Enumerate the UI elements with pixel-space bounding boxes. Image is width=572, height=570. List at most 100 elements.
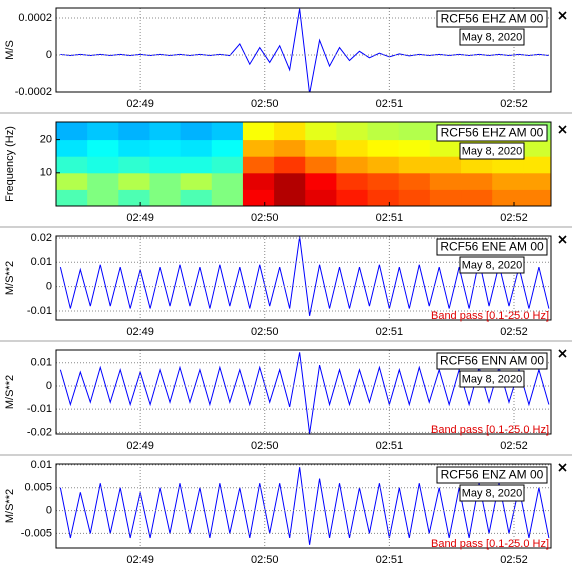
station-label: RCF56 ENZ AM 00: [441, 468, 544, 482]
filter-label: Band pass [0.1-25.0 Hz]: [431, 424, 549, 436]
spectrogram-cell: [305, 139, 337, 157]
plot-content: [59, 352, 550, 434]
y-axis-label: M/S**2: [4, 375, 16, 409]
x-tick-label: 02:49: [126, 98, 154, 110]
spectrogram-cell: [461, 189, 493, 206]
y-tick-label: 0.005: [24, 482, 52, 494]
spectrogram-cell: [118, 156, 150, 174]
spectrogram-cell: [336, 122, 369, 141]
spectrogram-cell: [492, 189, 524, 206]
y-tick-label: 0: [46, 49, 52, 61]
x-tick-label: 02:50: [251, 554, 279, 566]
spectrogram-cell: [149, 189, 182, 206]
x-tick-label: 02:50: [251, 212, 279, 224]
station-box: [436, 352, 548, 370]
x-tick-label: 02:49: [126, 440, 154, 452]
spectrogram-cell: [305, 172, 337, 190]
spectrogram-cell: [336, 172, 369, 190]
y-axis-label: M/S: [4, 40, 16, 60]
spectrogram-cell: [211, 139, 244, 157]
spectrogram-cell: [367, 139, 400, 157]
spectrogram-cell: [87, 156, 119, 174]
y-tick-label: 0: [46, 504, 52, 516]
spectrogram-cell: [305, 156, 337, 174]
x-tick-label: 02:52: [500, 212, 528, 224]
waveform: [59, 467, 550, 545]
y-tick-label: -0.01: [27, 403, 52, 415]
spectrogram-cell: [492, 172, 524, 190]
plot-frame: [55, 121, 552, 207]
spectrogram-cell: [429, 172, 462, 190]
close-button[interactable]: [558, 235, 567, 244]
spectrogram-cell: [461, 172, 493, 190]
spectrogram-cell: [87, 172, 119, 190]
spectrogram-cell: [242, 172, 275, 190]
spectrogram-cell: [274, 122, 306, 141]
x-tick-label: 02:51: [376, 440, 404, 452]
close-button[interactable]: [558, 349, 567, 358]
y-tick-label: 0.01: [31, 256, 52, 268]
spectrogram-cell: [523, 189, 551, 206]
spectrogram-cell: [274, 139, 306, 157]
spectrogram-cell: [242, 156, 275, 174]
filter-label: Band pass [0.1-25.0 Hz]: [431, 310, 549, 322]
spectrogram-cell: [429, 189, 462, 206]
x-tick-label: 02:51: [376, 326, 404, 338]
spectrogram-cell: [56, 172, 88, 190]
spectrogram-cell: [398, 139, 431, 157]
spectrogram-cell: [149, 172, 182, 190]
date-label: May 8, 2020: [462, 487, 523, 499]
spectrogram-cell: [523, 172, 551, 190]
plot-content: [59, 236, 550, 316]
y-axis-label: Frequency (Hz): [4, 126, 16, 202]
x-tick-label: 02:49: [126, 326, 154, 338]
close-button[interactable]: [558, 463, 567, 472]
spectrogram-cell: [56, 122, 88, 141]
x-tick-label: 02:49: [126, 212, 154, 224]
y-tick-label: 0: [46, 281, 52, 293]
y-tick-label: 10: [40, 167, 52, 179]
spectrogram-cell: [398, 156, 431, 174]
plot-frame: [55, 349, 552, 435]
spectrogram-cell: [242, 189, 275, 206]
spectrogram-cell: [242, 139, 275, 157]
spectrogram-cell: [118, 172, 150, 190]
spectrogram-cell: [180, 122, 213, 141]
spectrogram-cell: [461, 156, 493, 174]
spectrogram-cell: [211, 156, 244, 174]
date-box: [459, 28, 525, 46]
date-label: May 8, 2020: [462, 259, 523, 271]
close-button[interactable]: [558, 11, 567, 20]
spectrogram-cell: [367, 189, 400, 206]
spectrogram-cell: [56, 139, 88, 157]
spectrogram-cell: [56, 156, 88, 174]
spectrogram-cell: [180, 189, 213, 206]
date-box: [459, 142, 525, 160]
spectrogram-cell: [180, 139, 213, 157]
spectrogram-cell: [211, 122, 244, 141]
spectrogram-cell: [305, 189, 337, 206]
close-button[interactable]: [558, 125, 567, 134]
waveform: [59, 352, 550, 434]
x-tick-label: 02:52: [500, 554, 528, 566]
spectrogram-cell: [429, 139, 462, 157]
y-axis-label: M/S**2: [4, 489, 16, 523]
spectrogram-cell: [274, 189, 306, 206]
spectrogram-cell: [149, 156, 182, 174]
spectrogram-cell: [211, 172, 244, 190]
x-tick-label: 02:49: [126, 554, 154, 566]
spectrogram-cell: [87, 139, 119, 157]
spectrogram-cell: [56, 189, 88, 206]
y-tick-label: 0.01: [31, 459, 52, 471]
station-label: RCF56 ENN AM 00: [440, 354, 544, 368]
station-box: [436, 466, 548, 484]
spectrogram-cell: [305, 122, 337, 141]
station-box: [436, 124, 548, 142]
y-tick-label: 20: [40, 134, 52, 146]
spectrogram-cell: [336, 189, 369, 206]
y-tick-label: -0.02: [27, 426, 52, 438]
y-tick-label: -0.0002: [15, 86, 52, 98]
